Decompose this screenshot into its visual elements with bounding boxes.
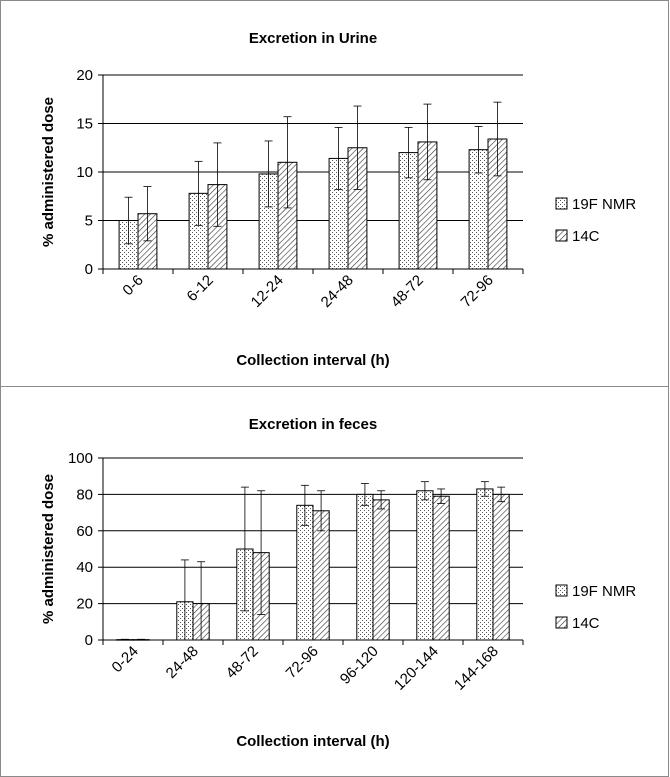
x-tick-label: 6-12 <box>184 272 217 305</box>
y-tick-label: 80 <box>76 486 93 503</box>
x-tick-label: 144-168 <box>451 643 502 694</box>
bar-nmr <box>416 490 434 641</box>
x-tick-label: 12-24 <box>248 272 287 311</box>
chart-title: Excretion in feces <box>249 416 377 433</box>
x-tick-label: 48-72 <box>388 272 427 311</box>
bar-14c <box>432 495 450 641</box>
x-axis-title: Collection interval (h) <box>236 352 389 369</box>
y-tick-label: 5 <box>85 213 93 230</box>
y-tick-label: 40 <box>76 559 93 576</box>
bar-nmr <box>476 488 494 641</box>
legend-swatch-nmr <box>555 197 568 210</box>
y-tick-label: 60 <box>76 523 93 540</box>
x-tick-label: 72-96 <box>283 643 322 682</box>
y-tick-label: 15 <box>76 116 93 133</box>
x-tick-label: 96-120 <box>337 643 382 688</box>
x-tick-label: 0-24 <box>109 643 142 676</box>
legend-swatch-14c <box>555 616 568 629</box>
x-tick-label: 0-6 <box>119 272 146 299</box>
y-tick-label: 0 <box>85 632 93 649</box>
legend-label-14c: 14C <box>572 228 600 245</box>
y-tick-label: 20 <box>76 67 93 84</box>
y-tick-label: 0 <box>85 261 93 278</box>
x-tick-label: 72-96 <box>458 272 497 311</box>
chart-title: Excretion in Urine <box>249 30 377 47</box>
x-tick-label: 48-72 <box>223 643 262 682</box>
x-tick-label: 24-48 <box>318 272 357 311</box>
x-axis-title: Collection interval (h) <box>236 733 389 750</box>
x-tick-label: 120-144 <box>391 643 442 694</box>
bar-nmr <box>356 493 374 641</box>
y-tick-label: 20 <box>76 596 93 613</box>
y-tick-label: 100 <box>68 450 93 467</box>
y-tick-label: 10 <box>76 164 93 181</box>
legend-swatch-14c <box>555 229 568 242</box>
legend-swatch-nmr <box>555 584 568 597</box>
bar-14c <box>492 493 510 641</box>
legend-label-nmr: 19F NMR <box>572 196 636 213</box>
bar-14c <box>372 499 390 641</box>
urine-chart: Excretion in Urine 0 5 10 15 20 0-6 6-12 12-24 24… <box>40 30 636 369</box>
x-tick-label: 24-48 <box>163 643 202 682</box>
y-axis-title: % administered dose <box>40 474 57 624</box>
urine-chart-panel: Excretion in Urine 0 5 10 15 20 0-6 6-12 12-24 24… <box>0 0 669 387</box>
legend-label-nmr: 19F NMR <box>572 583 636 600</box>
y-axis-title: % administered dose <box>40 97 57 247</box>
feces-chart: Excretion in feces 0 20 40 60 80 100 0-24 24-48 4… <box>40 416 636 750</box>
legend-label-14c: 14C <box>572 615 600 632</box>
feces-chart-panel: Excretion in feces 0 20 40 60 80 100 0-24 24-48 4… <box>0 386 669 777</box>
